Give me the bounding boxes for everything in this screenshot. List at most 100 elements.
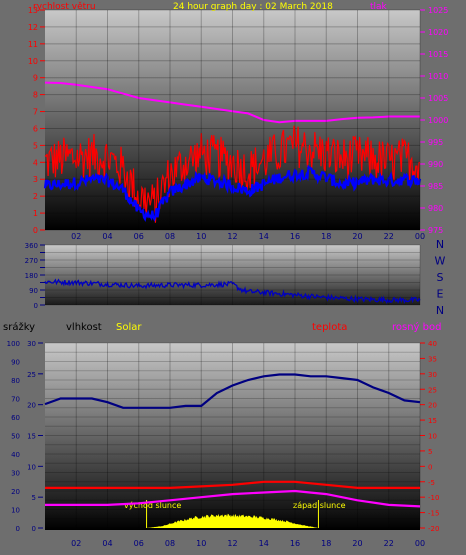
time-tick-label: 04: [102, 539, 112, 548]
rain-tick-label: 10: [27, 463, 36, 471]
temperature-tick-label: 10: [428, 433, 437, 441]
humidity-tick-label: 50: [11, 433, 20, 441]
time-tick-label: 02: [71, 232, 81, 241]
time-tick-label: 08: [165, 232, 175, 241]
wind-tick-label: 5: [33, 141, 38, 150]
wind-tick-label: 4: [33, 158, 38, 167]
humidity-tick-label: 70: [11, 396, 20, 404]
humidity-tick-label: 20: [11, 488, 20, 496]
wind-tick-label: 3: [33, 175, 38, 184]
pressure-tick-label: 1005: [428, 94, 448, 103]
compass-label: E: [437, 288, 444, 301]
dewpoint-label: rosný bod: [392, 321, 441, 333]
time-tick-label: 20: [352, 232, 362, 241]
humidity-line: [44, 373, 421, 409]
wind-direction-line: [44, 278, 421, 304]
compass-label: N: [436, 304, 444, 317]
direction-tick-label: 180: [25, 272, 38, 280]
wind-panel-bg: [45, 10, 420, 230]
pressure-tick-label: 1025: [428, 6, 448, 15]
humidity-tick-label: 40: [11, 451, 20, 459]
time-tick-label: 14: [259, 539, 269, 548]
temperature-tick-label: 25: [428, 386, 437, 394]
wind-tick-label: 7: [33, 108, 38, 117]
time-tick-label: 22: [384, 232, 394, 241]
humidity-tick-label: 80: [11, 377, 20, 385]
compass-label: N: [436, 238, 444, 251]
pressure-tick-label: 1010: [428, 72, 448, 81]
direction-tick-label: 0: [34, 302, 38, 310]
humidity-tick-label: 10: [11, 507, 20, 515]
rain-label: srážky: [3, 321, 35, 333]
pressure-line: [44, 81, 420, 124]
wind-tick-label: 9: [33, 74, 38, 83]
rain-tick-label: 30: [27, 340, 36, 348]
rain-tick-label: 0: [32, 525, 36, 533]
pressure-tick-label: 980: [428, 204, 443, 213]
time-tick-label: 18: [321, 232, 331, 241]
pressure-tick-label: 990: [428, 160, 443, 169]
humidity-tick-label: 90: [11, 359, 20, 367]
temperature-tick-label: -5: [428, 479, 435, 487]
wind-average-line: [43, 164, 422, 222]
wind-tick-label: 10: [28, 57, 38, 66]
direction-tick-label: 90: [29, 287, 38, 295]
pressure-tick-label: 1015: [428, 50, 448, 59]
time-tick-label: 10: [196, 232, 206, 241]
rain-tick-label: 20: [27, 402, 36, 410]
time-tick-label: 04: [102, 232, 112, 241]
wind-tick-label: 11: [28, 40, 38, 49]
sunrise-label: východ slunce: [124, 501, 181, 510]
temperature-tick-label: 40: [428, 340, 437, 348]
compass-label: W: [435, 255, 446, 268]
time-tick-label: 14: [259, 232, 269, 241]
time-tick-label: 16: [290, 539, 300, 548]
pressure-tick-label: 985: [428, 182, 443, 191]
pressure-tick-label: 1000: [428, 116, 448, 125]
temperature-line: [45, 480, 420, 489]
pressure-tick-label: 975: [428, 226, 443, 235]
wind-speed-line: [44, 125, 421, 223]
time-tick-label: 00: [415, 539, 425, 548]
temperature-tick-label: 20: [428, 402, 437, 410]
direction-tick-label: 360: [25, 242, 38, 250]
time-tick-label: 02: [71, 539, 81, 548]
time-tick-label: 18: [321, 539, 331, 548]
wind-tick-label: 1: [33, 209, 38, 218]
compass-label: S: [437, 271, 444, 284]
humidity-tick-label: 0: [16, 525, 20, 533]
time-tick-label: 12: [227, 232, 237, 241]
temperature-tick-label: 15: [428, 417, 437, 425]
rain-tick-label: 25: [27, 371, 36, 379]
temperature-tick-label: 0: [428, 463, 432, 471]
dewpoint-line: [45, 489, 421, 508]
time-tick-label: 00: [415, 232, 425, 241]
wind-tick-label: 2: [33, 192, 38, 201]
rain-tick-label: 15: [27, 433, 36, 441]
pressure-tick-label: 995: [428, 138, 443, 147]
humidity-tick-label: 60: [11, 414, 20, 422]
time-tick-label: 22: [384, 539, 394, 548]
time-tick-label: 08: [165, 539, 175, 548]
time-tick-label: 16: [290, 232, 300, 241]
humidity-tick-label: 30: [11, 470, 20, 478]
wind-tick-label: 0: [33, 226, 38, 235]
temperature-tick-label: 5: [428, 448, 432, 456]
rain-tick-label: 5: [32, 494, 36, 502]
humidity-tick-label: 100: [7, 340, 20, 348]
wind-tick-label: 6: [33, 124, 38, 133]
wind-tick-label: 12: [28, 23, 38, 32]
time-tick-label: 06: [134, 232, 144, 241]
chart-marks: 0123456789101112139759809859909951000100…: [7, 6, 449, 548]
time-tick-label: 10: [196, 539, 206, 548]
wind-tick-label: 13: [28, 6, 38, 15]
temperature-tick-label: 30: [428, 371, 437, 379]
solar-label: Solar: [116, 322, 142, 333]
sunset-label: západ slunce: [293, 501, 346, 510]
humidity-label: vlhkost: [66, 322, 102, 333]
pressure-axis-title: tlak: [370, 2, 388, 12]
direction-panel-bg: [45, 245, 420, 305]
solar-area: [146, 513, 319, 528]
